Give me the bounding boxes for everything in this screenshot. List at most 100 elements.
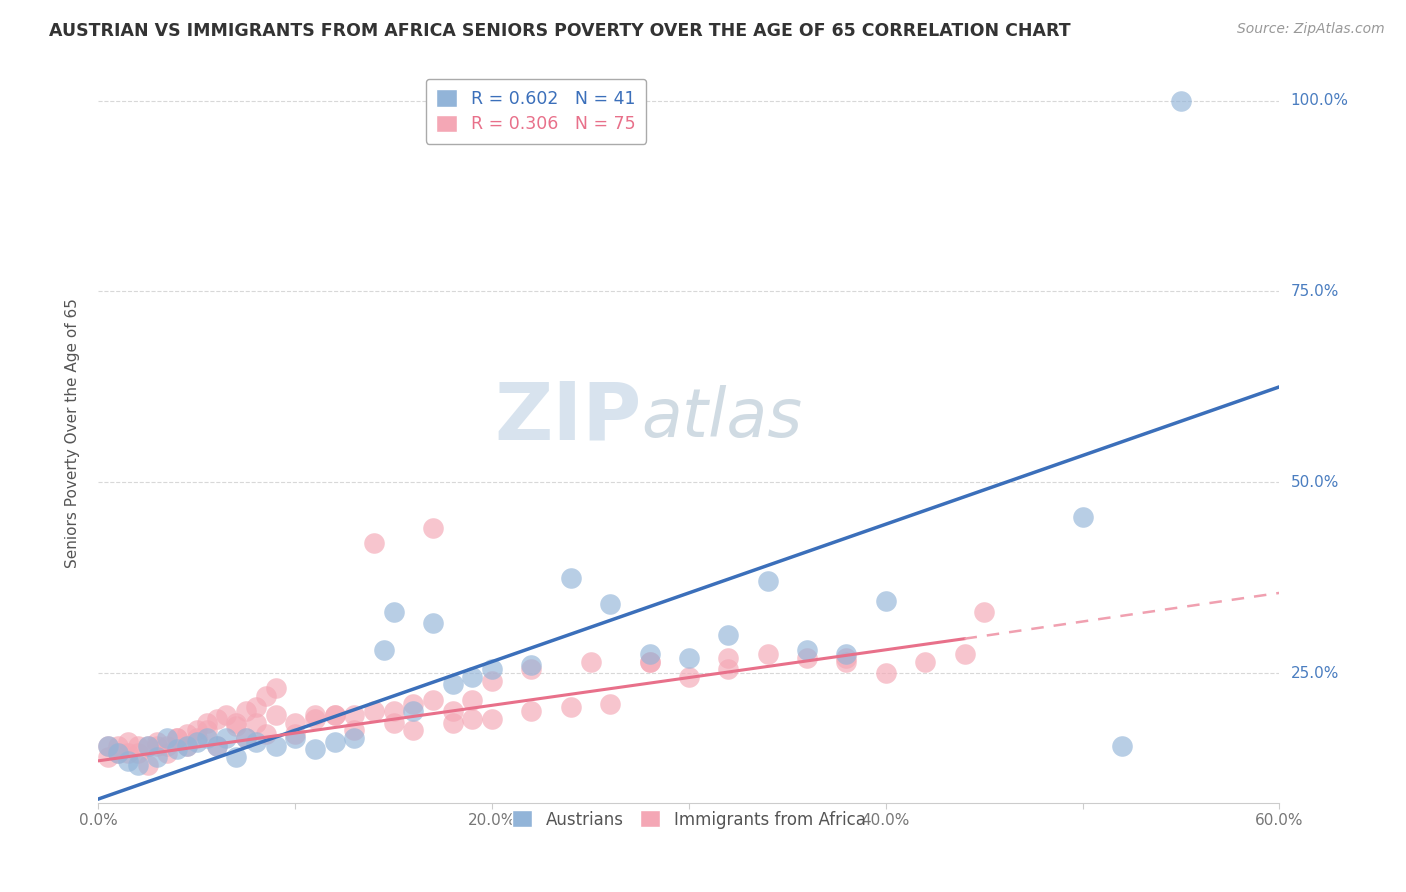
Point [678, 650, 700, 665]
Point [304, 712, 326, 726]
Point [441, 704, 464, 718]
Point [481, 673, 503, 688]
Point [373, 643, 395, 657]
Point [520, 662, 543, 676]
Point [245, 715, 267, 730]
Point [195, 723, 218, 738]
Point [579, 655, 602, 669]
Point [235, 731, 257, 745]
Point [176, 739, 198, 753]
Point [422, 521, 444, 535]
Point [402, 704, 425, 718]
Point [107, 746, 129, 760]
Point [186, 735, 208, 749]
Point [136, 739, 159, 753]
Point [461, 712, 484, 726]
Point [382, 715, 405, 730]
Point [973, 605, 995, 619]
Point [560, 700, 582, 714]
Point [156, 739, 179, 753]
Point [117, 746, 139, 760]
Point [402, 723, 425, 738]
Point [166, 731, 188, 745]
Point [97, 739, 120, 753]
Point [1170, 94, 1192, 108]
Point [638, 655, 661, 669]
Point [835, 650, 858, 665]
Point [422, 616, 444, 631]
Point [382, 605, 405, 619]
Point [264, 681, 287, 696]
Point [914, 655, 936, 669]
Point [599, 697, 621, 711]
Point [953, 647, 976, 661]
Point [520, 658, 543, 673]
Point [225, 750, 247, 764]
Point [127, 757, 149, 772]
Point [107, 739, 129, 753]
Point [1111, 739, 1133, 753]
Text: 75.0%: 75.0% [1291, 284, 1339, 299]
Point [195, 731, 218, 745]
Point [186, 731, 208, 745]
Point [136, 739, 159, 753]
Point [97, 739, 120, 753]
Point [638, 655, 661, 669]
Point [520, 704, 543, 718]
Point [717, 628, 740, 642]
Text: AUSTRIAN VS IMMIGRANTS FROM AFRICA SENIORS POVERTY OVER THE AGE OF 65 CORRELATIO: AUSTRIAN VS IMMIGRANTS FROM AFRICA SENIO… [49, 22, 1071, 40]
Point [875, 593, 897, 607]
Point [461, 692, 484, 706]
Point [343, 723, 366, 738]
Point [156, 731, 179, 745]
Point [441, 677, 464, 691]
Point [245, 735, 267, 749]
Point [264, 708, 287, 723]
Point [304, 742, 326, 756]
Point [136, 757, 159, 772]
Point [323, 708, 346, 723]
Point [205, 739, 228, 753]
Point [176, 739, 198, 753]
Point [638, 647, 661, 661]
Point [205, 712, 228, 726]
Point [717, 650, 740, 665]
Point [461, 670, 484, 684]
Point [835, 655, 858, 669]
Point [284, 727, 307, 741]
Point [254, 689, 277, 703]
Point [343, 731, 366, 745]
Point [117, 735, 139, 749]
Point [304, 708, 326, 723]
Point [215, 708, 238, 723]
Point [127, 746, 149, 760]
Point [422, 692, 444, 706]
Point [560, 571, 582, 585]
Point [1071, 509, 1094, 524]
Point [235, 704, 257, 718]
Point [343, 708, 366, 723]
Point [402, 697, 425, 711]
Point [875, 666, 897, 681]
Point [678, 670, 700, 684]
Text: Source: ZipAtlas.com: Source: ZipAtlas.com [1237, 22, 1385, 37]
Point [796, 650, 818, 665]
Point [225, 719, 247, 733]
Point [284, 731, 307, 745]
Point [166, 742, 188, 756]
Point [323, 708, 346, 723]
Point [363, 536, 385, 550]
Point [215, 731, 238, 745]
Point [717, 662, 740, 676]
Point [284, 715, 307, 730]
Text: atlas: atlas [641, 384, 803, 450]
Point [245, 700, 267, 714]
Text: 100.0%: 100.0% [1291, 93, 1348, 108]
Point [97, 750, 120, 764]
Point [146, 750, 169, 764]
Point [382, 704, 405, 718]
Point [481, 712, 503, 726]
Point [225, 715, 247, 730]
Point [835, 647, 858, 661]
Point [166, 731, 188, 745]
